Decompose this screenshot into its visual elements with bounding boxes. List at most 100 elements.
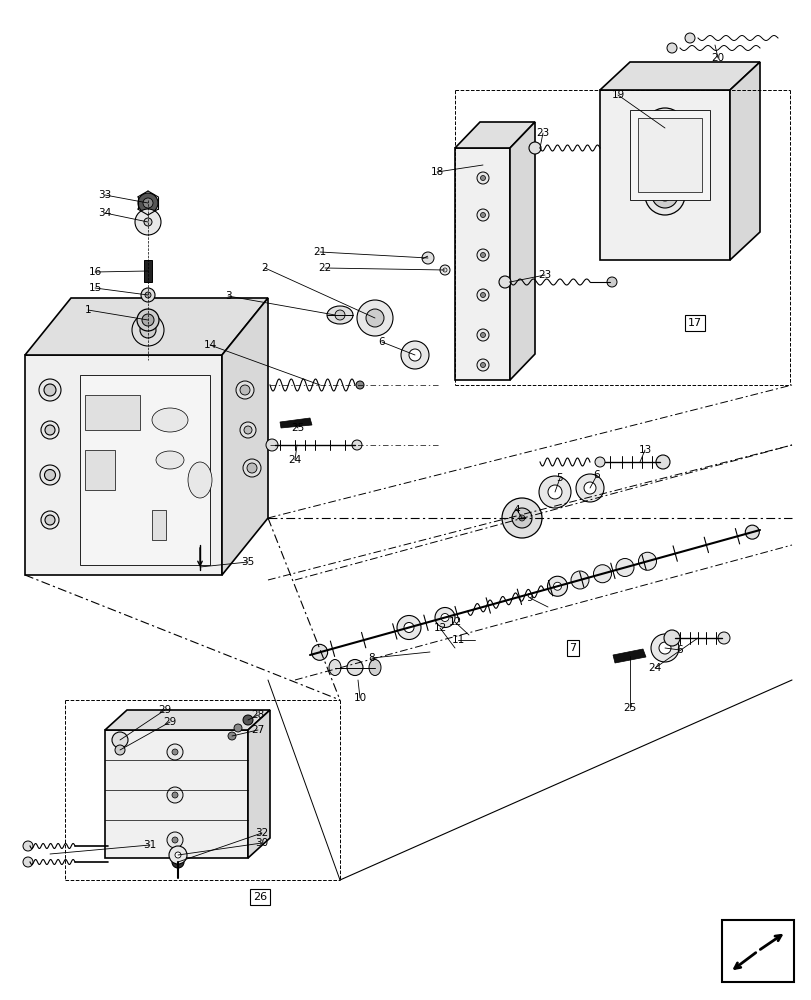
Bar [629, 110, 709, 200]
Bar [637, 118, 702, 192]
Circle shape [311, 644, 327, 660]
Text: 35: 35 [241, 557, 255, 567]
Polygon shape [247, 710, 270, 858]
Circle shape [346, 660, 363, 676]
Circle shape [575, 474, 603, 502]
Circle shape [144, 218, 152, 226]
Circle shape [476, 209, 488, 221]
Text: 8: 8 [368, 653, 375, 663]
Ellipse shape [327, 306, 353, 324]
Bar [152, 510, 165, 540]
Circle shape [397, 615, 420, 640]
Text: 19: 19 [611, 90, 624, 100]
Text: 3: 3 [225, 291, 231, 301]
Circle shape [138, 193, 158, 213]
Circle shape [651, 182, 677, 208]
Polygon shape [509, 122, 534, 380]
Text: 6: 6 [676, 645, 683, 655]
Text: 18: 18 [430, 167, 443, 177]
Text: 9: 9 [526, 593, 533, 603]
Polygon shape [599, 90, 729, 260]
Text: 25: 25 [291, 423, 304, 433]
Text: 14: 14 [203, 340, 217, 350]
Polygon shape [105, 710, 270, 730]
Text: 11: 11 [451, 635, 464, 645]
Circle shape [659, 642, 670, 654]
Polygon shape [105, 730, 247, 858]
Text: 23: 23 [536, 128, 549, 138]
Circle shape [476, 329, 488, 341]
Text: 23: 23 [538, 270, 551, 280]
Text: 13: 13 [637, 445, 650, 455]
Circle shape [476, 249, 488, 261]
Text: 30: 30 [255, 838, 268, 848]
Text: 32: 32 [255, 828, 268, 838]
Ellipse shape [368, 660, 380, 676]
Circle shape [480, 213, 485, 218]
Circle shape [172, 856, 184, 868]
Circle shape [335, 310, 345, 320]
Circle shape [547, 576, 567, 596]
Circle shape [501, 498, 541, 538]
Polygon shape [221, 298, 268, 575]
Circle shape [41, 511, 59, 529]
Circle shape [115, 745, 125, 755]
Circle shape [404, 622, 414, 632]
Ellipse shape [156, 451, 184, 469]
Circle shape [234, 724, 242, 732]
Circle shape [243, 426, 251, 434]
Text: 6: 6 [378, 337, 385, 347]
Text: 24: 24 [288, 455, 301, 465]
Circle shape [401, 341, 428, 369]
Circle shape [663, 630, 679, 646]
Circle shape [357, 300, 393, 336]
Circle shape [169, 846, 187, 864]
Circle shape [355, 381, 363, 389]
Circle shape [480, 252, 485, 257]
Circle shape [684, 33, 694, 43]
Circle shape [570, 571, 588, 589]
Ellipse shape [328, 660, 341, 676]
Circle shape [240, 422, 255, 438]
Circle shape [266, 439, 277, 451]
Circle shape [593, 565, 611, 583]
Circle shape [443, 268, 446, 272]
Circle shape [480, 292, 485, 298]
Polygon shape [729, 62, 759, 260]
Circle shape [240, 385, 250, 395]
Circle shape [236, 381, 254, 399]
Circle shape [23, 857, 33, 867]
Circle shape [499, 276, 510, 288]
Text: 5: 5 [556, 473, 563, 483]
Circle shape [476, 359, 488, 371]
Text: 1: 1 [84, 305, 91, 315]
Polygon shape [25, 298, 268, 355]
Circle shape [247, 463, 257, 473]
Circle shape [167, 787, 182, 803]
Text: 29: 29 [163, 717, 177, 727]
Circle shape [659, 122, 670, 134]
Circle shape [553, 582, 561, 590]
Circle shape [480, 362, 485, 367]
Circle shape [594, 457, 604, 467]
Text: 20: 20 [710, 53, 723, 63]
Polygon shape [599, 62, 759, 90]
Circle shape [547, 485, 561, 499]
Circle shape [666, 43, 676, 53]
Circle shape [717, 632, 729, 644]
Ellipse shape [188, 462, 212, 498]
Text: 17: 17 [687, 318, 702, 328]
Circle shape [242, 459, 260, 477]
Polygon shape [454, 148, 509, 380]
Circle shape [172, 749, 178, 755]
Circle shape [137, 309, 159, 331]
Text: 10: 10 [353, 693, 366, 703]
Circle shape [112, 732, 128, 748]
Circle shape [480, 332, 485, 338]
Circle shape [23, 841, 33, 851]
Text: 29: 29 [158, 705, 171, 715]
Circle shape [637, 552, 655, 570]
Circle shape [480, 176, 485, 181]
Circle shape [167, 744, 182, 760]
Polygon shape [612, 649, 646, 663]
